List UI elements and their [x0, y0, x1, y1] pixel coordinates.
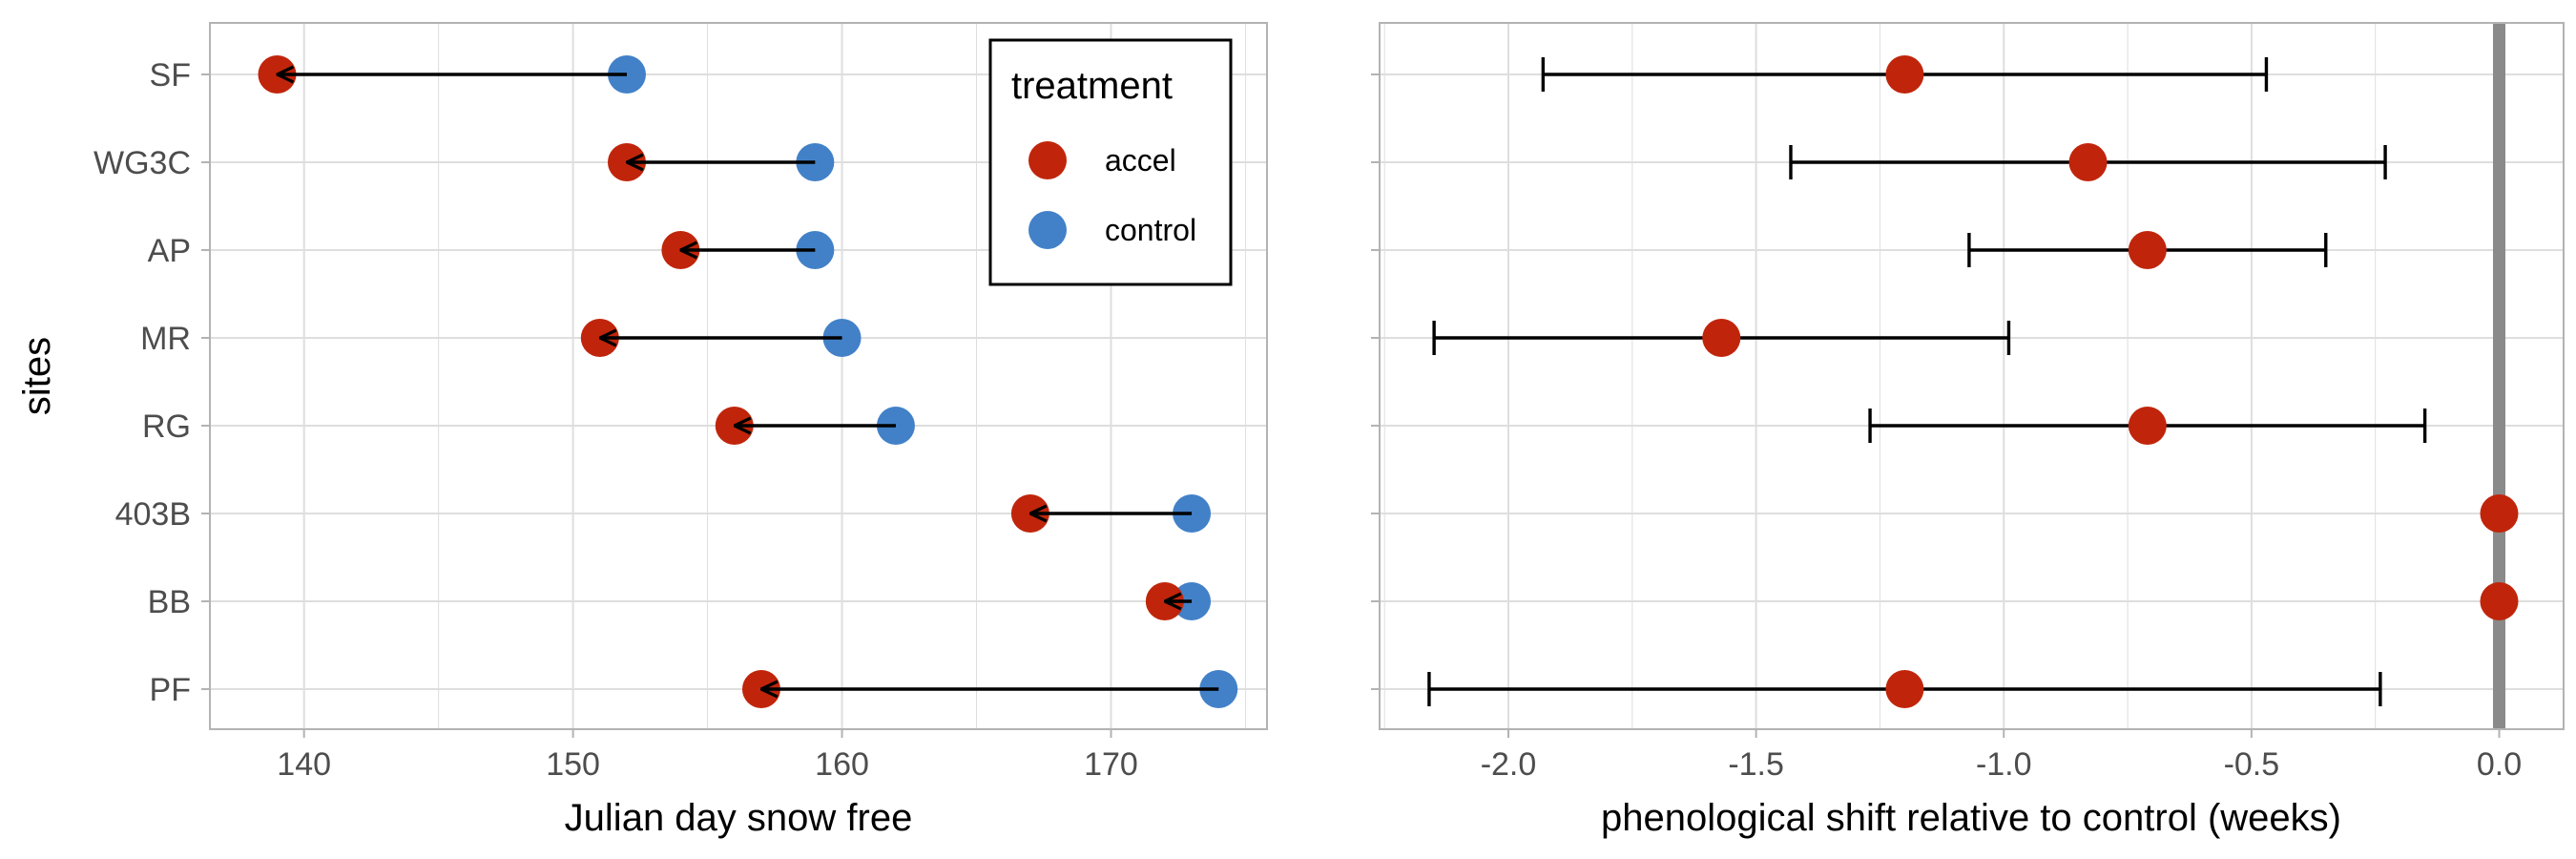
left-x-tick-label-160: 160 — [815, 746, 869, 783]
shift-estimate-wg3c — [2068, 143, 2108, 181]
left-x-tick-label-170: 170 — [1084, 746, 1138, 783]
site-label-sf: SF — [150, 57, 191, 94]
right-error-bars — [1427, 57, 2502, 706]
legend-title: treatment — [1011, 65, 1173, 107]
legend-control-marker — [1028, 211, 1067, 249]
legend-control-label: control — [1105, 213, 1196, 247]
right-x-tick-label-1-5: -1.5 — [1728, 746, 1784, 783]
shift-estimate-mr — [1702, 319, 1741, 357]
phenological-shift-panel: -2.0 -1.5 -1.0 -0.5 0.0 phenological shift r… — [1371, 22, 2565, 839]
site-label-bb: BB — [148, 584, 191, 620]
shift-estimate-pf — [1885, 670, 1924, 708]
shift-estimate-ap — [2128, 231, 2167, 269]
site-label-403b: 403B — [115, 496, 191, 533]
site-label-mr: MR — [140, 321, 191, 357]
left-arrows — [277, 74, 1219, 689]
right-x-tick-label-0-5: -0.5 — [2224, 746, 2280, 783]
site-label-pf: PF — [150, 672, 191, 708]
legend: treatment accel control — [988, 38, 1233, 286]
snow-free-day-panel: SF WG3C AP MR RG 403B BB PF 140 150 160 170 Julian… — [16, 22, 1268, 839]
right-x-tick-label-2-0: -2.0 — [1481, 746, 1537, 783]
left-y-tick-labels: SF WG3C AP MR RG 403B BB PF — [93, 57, 210, 708]
right-x-tick-label-1-0: -1.0 — [1976, 746, 2032, 783]
site-label-ap: AP — [148, 233, 191, 269]
legend-accel-label: accel — [1105, 143, 1176, 178]
right-x-tick-labels: -2.0 -1.5 -1.0 -0.5 0.0 — [1371, 73, 2522, 783]
site-label-wg3c: WG3C — [93, 145, 191, 181]
left-x-tick-label-140: 140 — [277, 746, 331, 783]
shift-estimate-403b — [2480, 494, 2519, 533]
left-panel-frame — [209, 22, 1268, 730]
right-panel-frame — [1379, 22, 2565, 730]
right-x-axis-title: phenological shift relative to control (… — [1601, 797, 2341, 839]
legend-accel-marker — [1028, 141, 1067, 179]
site-label-rg: RG — [142, 409, 191, 445]
left-x-tick-labels: 140 150 160 170 — [277, 729, 1138, 783]
shift-estimate-sf — [1885, 55, 1924, 94]
left-y-axis-title: sites — [16, 337, 58, 415]
left-x-tick-label-150: 150 — [546, 746, 600, 783]
right-x-tick-label-0-0: 0.0 — [2477, 746, 2522, 783]
left-x-axis-title: Julian day snow free — [565, 797, 913, 839]
shift-estimate-bb — [2480, 582, 2519, 620]
right-gridlines — [1380, 23, 2564, 729]
shift-estimate-rg — [2128, 407, 2167, 445]
right-points — [1702, 55, 2519, 708]
